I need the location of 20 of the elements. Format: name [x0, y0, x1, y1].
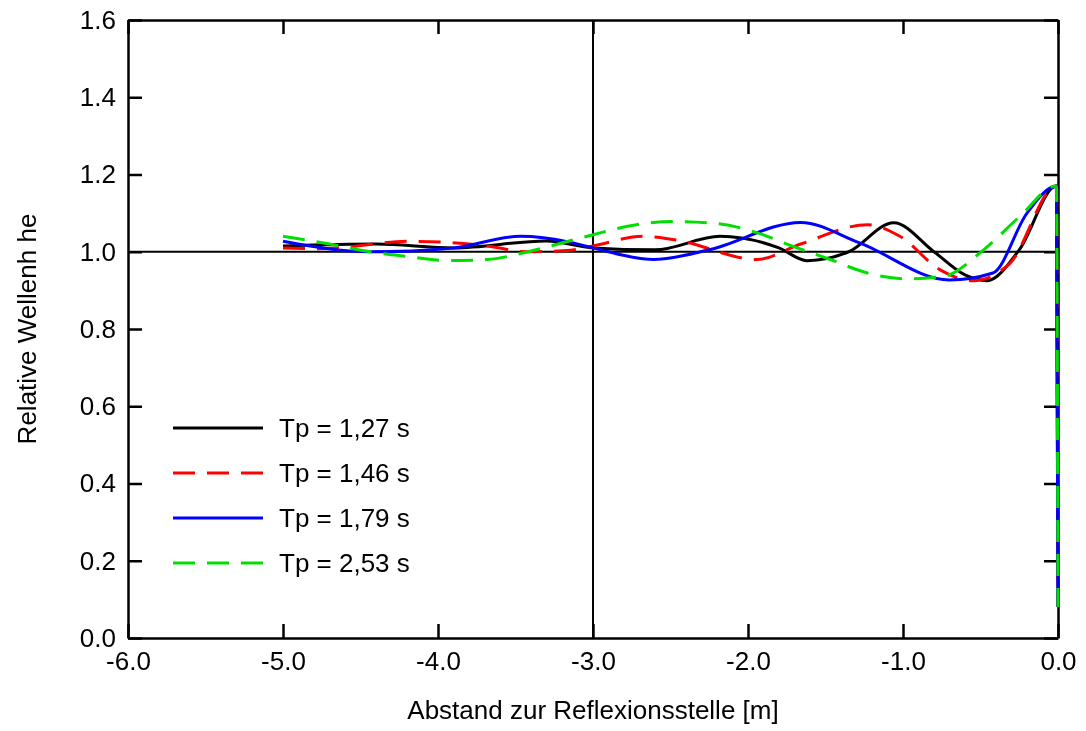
- y-tick-label: 0.2: [79, 545, 116, 576]
- x-tick-label: -5.0: [261, 646, 306, 677]
- y-tick-label: 0.4: [79, 468, 116, 499]
- y-tick-label: 1.2: [79, 159, 116, 190]
- legend-label: Tp = 1,46 s: [279, 458, 410, 488]
- x-tick-label: -4.0: [416, 646, 461, 677]
- y-tick-label: 1.6: [79, 4, 116, 35]
- x-axis-title: Abstand zur Reflexionsstelle [m]: [407, 695, 779, 725]
- x-tick-label: -1.0: [881, 646, 926, 677]
- x-tick-label: 0.0: [1040, 646, 1077, 677]
- x-tick-label: -2.0: [726, 646, 771, 677]
- y-axis-title: Relative Wellenh he: [12, 213, 42, 445]
- y-tick-label: 0.8: [79, 313, 116, 344]
- y-tick-label: 1.4: [79, 82, 116, 113]
- x-tick-label: -3.0: [571, 646, 616, 677]
- y-tick-label: 0.6: [79, 391, 116, 422]
- y-tick-label: 1.0: [79, 236, 116, 267]
- legend-label: Tp = 1,27 s: [279, 413, 410, 443]
- legend-label: Tp = 1,79 s: [279, 503, 410, 533]
- legend-label: Tp = 2,53 s: [279, 548, 410, 578]
